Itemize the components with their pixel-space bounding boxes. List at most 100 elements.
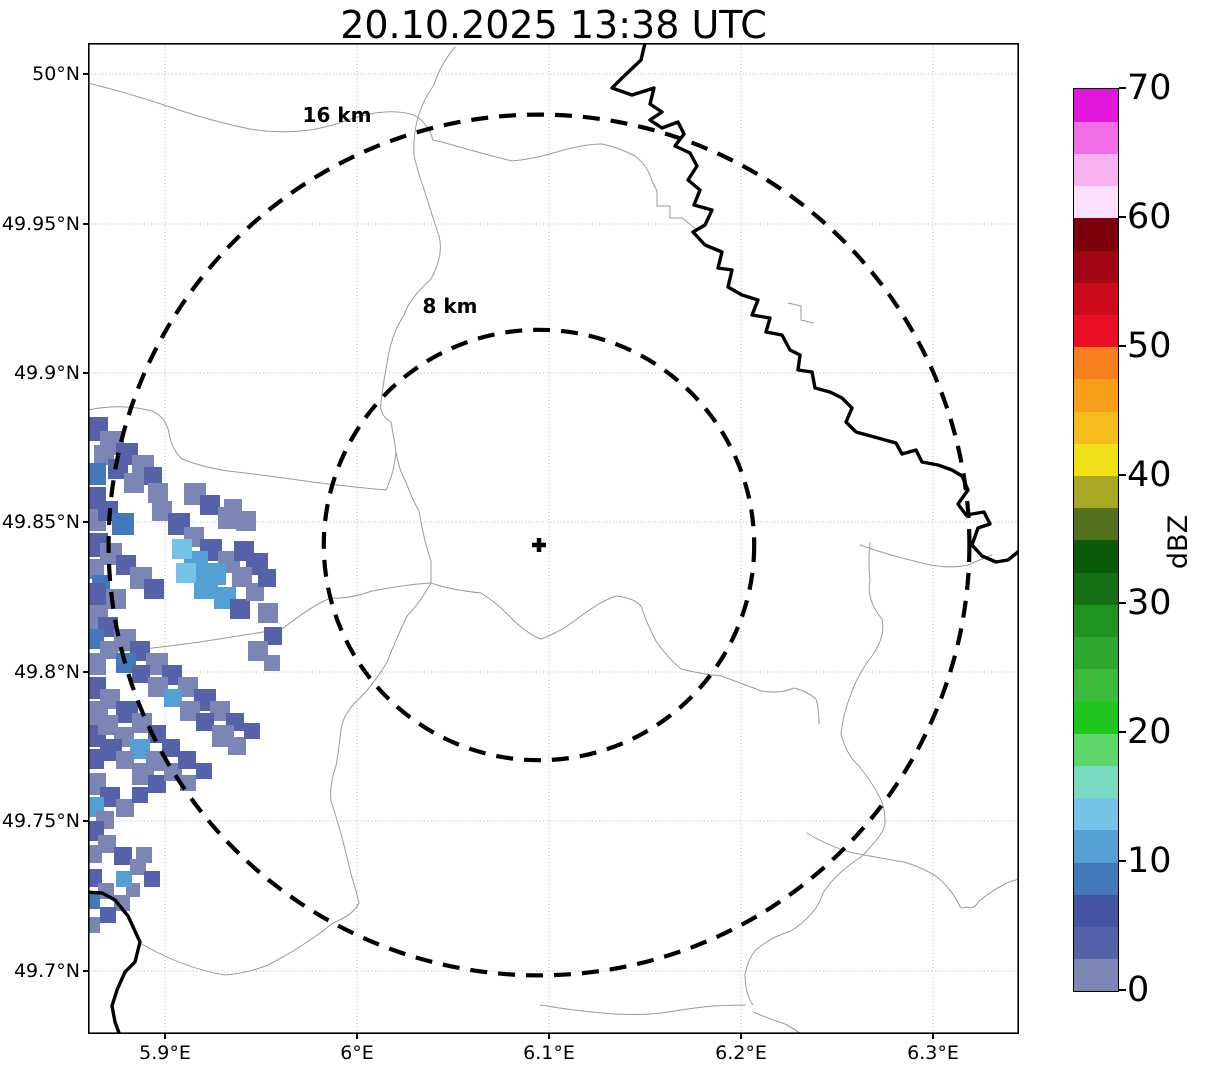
colorbar-segment (1074, 733, 1118, 766)
colorbar-segment (1074, 765, 1118, 799)
colorbar-tick-mark (1119, 860, 1126, 863)
radar-site-marker (532, 538, 546, 552)
admin-boundary-lines (88, 46, 1019, 1034)
colorbar-segment (1074, 475, 1118, 509)
echo-cell (176, 563, 196, 583)
grid-lines (88, 43, 1019, 1034)
echo-cell (180, 701, 200, 721)
ring-label-16km: 16 km (303, 103, 372, 127)
colorbar-segment (1074, 346, 1118, 380)
echo-cell (264, 627, 282, 645)
plot-title: 20.10.2025 13:38 UTC (340, 3, 767, 47)
colorbar-segment (1074, 926, 1118, 960)
colorbar-tick-label: 20 (1127, 712, 1172, 753)
colorbar-segment (1074, 668, 1118, 702)
echo-cell (132, 713, 152, 733)
boundary-line (859, 544, 993, 568)
boundary-line (88, 582, 820, 725)
colorbar-segment (1074, 604, 1118, 638)
colorbar-tick-label: 70 (1127, 68, 1172, 108)
echo-cell (124, 473, 144, 493)
colorbar-segment (1074, 829, 1118, 863)
boundary-line (787, 302, 814, 324)
y-tick-mark (83, 521, 88, 523)
colorbar-tick-mark (1119, 473, 1126, 476)
boundary-line (539, 1004, 802, 1034)
echo-cell (172, 539, 192, 559)
river-lines (88, 43, 1019, 1034)
x-tick-mark (164, 1034, 166, 1039)
boundary-line (88, 406, 397, 491)
colorbar-segment (1074, 797, 1118, 831)
colorbar-segment (1074, 443, 1118, 477)
echo-cell (258, 603, 278, 623)
colorbar-tick-mark (1119, 602, 1126, 605)
echo-cell (228, 737, 246, 755)
echo-cell (244, 723, 260, 739)
echo-cell (232, 567, 252, 587)
echo-cell (144, 579, 164, 599)
echo-cell (106, 589, 126, 609)
echo-cell (98, 883, 114, 899)
echo-cell (88, 749, 104, 769)
x-tick-mark (932, 1034, 934, 1039)
colorbar-segment (1074, 701, 1118, 734)
range-ring (321, 327, 757, 763)
colorbar-segment (1074, 217, 1118, 251)
boundary-line (88, 82, 434, 141)
echo-cell (88, 463, 106, 485)
x-tick-label: 6°E (340, 1042, 374, 1064)
x-tick-label: 6.1°E (523, 1042, 575, 1064)
colorbar-segment (1074, 89, 1118, 122)
y-tick-mark (83, 970, 88, 972)
colorbar-tick-mark (1119, 731, 1126, 734)
echo-cell (88, 845, 102, 863)
echo-cell (144, 467, 162, 485)
echo-cell (116, 799, 134, 817)
y-tick-label: 49.8°N (13, 661, 80, 683)
colorbar-tick-mark (1119, 215, 1126, 218)
colorbar-tick-label: 30 (1127, 583, 1172, 624)
colorbar-segment (1074, 314, 1118, 348)
radar-echoes (88, 417, 282, 933)
river-main (610, 43, 1019, 564)
echo-cell (144, 871, 160, 887)
x-tick-label: 6.2°E (715, 1042, 767, 1064)
echo-cell (88, 917, 100, 933)
colorbar-segment (1074, 411, 1118, 444)
colorbar-segment (1074, 185, 1118, 219)
colorbar-segment (1074, 282, 1118, 315)
echo-cell (108, 459, 128, 479)
colorbar-tick-mark (1119, 87, 1126, 89)
echo-cell (248, 641, 268, 661)
y-tick-mark (83, 820, 88, 822)
echo-cell (100, 787, 120, 807)
echo-cell (100, 907, 116, 923)
echo-cell (88, 653, 106, 675)
radar-map: 16 km 8 km (88, 43, 1019, 1034)
colorbar-segment (1074, 121, 1118, 154)
echo-cell (88, 583, 106, 605)
echo-cell (264, 655, 280, 671)
echo-cell (136, 847, 152, 863)
y-tick-label: 49.85°N (1, 511, 80, 533)
boundary-line (139, 582, 432, 976)
colorbar-tick-label: 10 (1127, 841, 1172, 882)
echo-cell (88, 869, 102, 887)
colorbar-tick-mark (1119, 344, 1126, 347)
echo-cell (236, 511, 256, 531)
y-tick-label: 49.75°N (1, 810, 80, 832)
echo-cell (162, 739, 180, 757)
colorbar-tick-label: 40 (1127, 454, 1172, 495)
echo-cell (98, 835, 116, 853)
echo-cell (114, 847, 132, 865)
echo-cell (258, 569, 276, 587)
y-tick-label: 49.95°N (1, 213, 80, 235)
x-tick-label: 5.9°E (139, 1042, 191, 1064)
y-tick-mark (83, 223, 88, 225)
boundary-line (380, 46, 456, 584)
y-tick-label: 49.9°N (13, 362, 80, 384)
echo-cell (114, 895, 130, 911)
colorbar-segment (1074, 507, 1118, 541)
echo-cell (164, 689, 182, 707)
